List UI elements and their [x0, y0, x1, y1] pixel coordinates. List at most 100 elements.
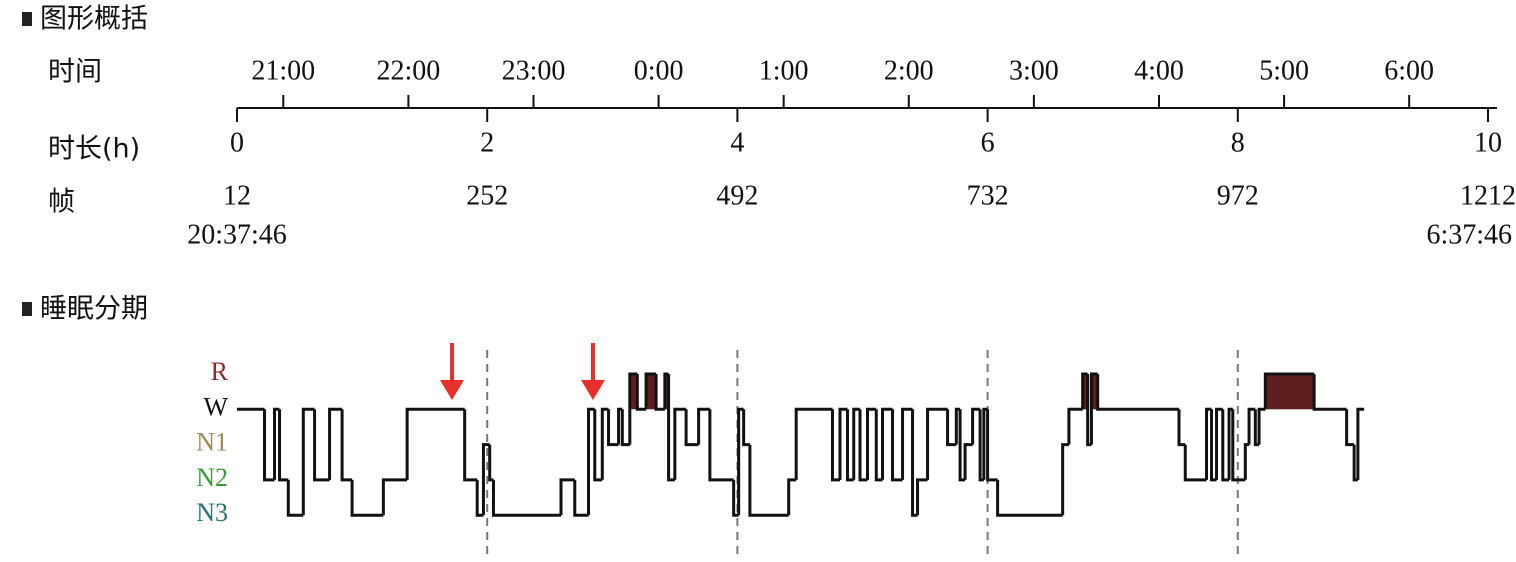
- duration-label: 0: [230, 127, 244, 158]
- end-time: 6:37:46: [1426, 219, 1512, 250]
- hypnogram-step: [475, 479, 484, 517]
- hypnogram-step: [667, 374, 675, 482]
- clock-label: 4:00: [1134, 55, 1184, 86]
- hypnogram-step: [1257, 407, 1266, 445]
- duration-label: 6: [981, 127, 995, 158]
- hypnogram-step: [963, 443, 973, 480]
- clock-label: 21:00: [251, 55, 315, 86]
- hypnogram-step: [1205, 407, 1212, 480]
- hypnogram-step: [635, 374, 647, 411]
- hypnogram-step: [1345, 409, 1355, 447]
- hypnogram-step: [1096, 374, 1179, 411]
- bullet: [22, 302, 32, 316]
- frame-label: 1212: [1460, 180, 1516, 211]
- hypnogram-step: [1067, 407, 1083, 445]
- hypnogram-step: [838, 407, 848, 480]
- hypnogram-step: [301, 407, 315, 516]
- arrow: [581, 343, 605, 400]
- hypnogram-step: [600, 407, 609, 480]
- hypnogram-step: [858, 409, 868, 482]
- rem-fill: [664, 374, 669, 410]
- hypnogram-step: [273, 407, 280, 480]
- hypnogram-step: [852, 407, 860, 480]
- hypnogram-step: [488, 444, 494, 482]
- hypnogram-step: [340, 409, 353, 482]
- hypnogram-step: [866, 407, 877, 480]
- hypnogram-step: [463, 409, 478, 482]
- hypnogram-step: [559, 478, 575, 516]
- rem-fill: [1082, 374, 1088, 410]
- hypnogram-step: [1210, 409, 1217, 482]
- rem-fill: [1265, 374, 1315, 410]
- frame-label: 12: [223, 180, 251, 211]
- frame-label: 252: [466, 180, 508, 211]
- stage-label: N2: [196, 463, 228, 492]
- duration-label: 10: [1474, 127, 1502, 158]
- frame-label: 492: [716, 180, 758, 211]
- hypnogram-step: [971, 407, 981, 445]
- hypnogram-step: [278, 409, 289, 482]
- hypnogram-step: [607, 409, 619, 447]
- hypnogram-step: [926, 407, 948, 480]
- hypnogram-step: [1089, 372, 1098, 445]
- hypnogram-step: [881, 407, 893, 480]
- hypnogram-step: [1312, 374, 1347, 411]
- hypnogram-step: [697, 407, 710, 445]
- hypnogram-step: [313, 409, 330, 482]
- hypnogram-step: [673, 407, 687, 480]
- rem-fill: [629, 374, 638, 410]
- hypnogram-step: [1177, 409, 1186, 447]
- duration-label: 4: [730, 127, 744, 158]
- hypnogram-step: [1243, 443, 1250, 480]
- hypnogram-step: [573, 479, 589, 517]
- hypnogram-step: [708, 409, 734, 482]
- clock-label: 0:00: [634, 55, 684, 86]
- clock-label: 3:00: [1009, 55, 1059, 86]
- hypnogram-step: [263, 409, 275, 482]
- clock-label: 6:00: [1384, 55, 1434, 86]
- hypnogram-step: [491, 479, 562, 517]
- hypnogram-step: [1263, 372, 1315, 410]
- clock-label: 1:00: [759, 55, 809, 86]
- rem-fill: [1091, 374, 1098, 410]
- hypnogram-step: [1061, 443, 1069, 516]
- hypnogram-step: [628, 372, 638, 445]
- duration-label: 2: [480, 127, 494, 158]
- clock-label: 22:00: [376, 55, 440, 86]
- hypnogram-step: [916, 478, 928, 516]
- hypnogram-step: [381, 478, 408, 516]
- hypnogram-step: [481, 443, 490, 516]
- stage-label: N1: [196, 428, 228, 457]
- hypnogram-step: [830, 409, 840, 482]
- rem-fill: [646, 374, 657, 410]
- hypnogram-step: [350, 479, 384, 517]
- hypnogram-step: [946, 409, 957, 447]
- stage-label: W: [203, 392, 228, 421]
- hypnogram-step: [748, 444, 789, 517]
- hypnogram-step: [593, 409, 603, 482]
- start-time: 20:37:46: [187, 219, 287, 250]
- hypnogram-step: [996, 479, 1063, 517]
- clock-label: 23:00: [502, 55, 566, 86]
- frame-label: 732: [967, 180, 1009, 211]
- hypnogram-step: [794, 407, 833, 480]
- duration-label: 8: [1231, 127, 1245, 158]
- section-title: 睡眠分期: [40, 294, 148, 325]
- row-label: 帧: [48, 187, 75, 218]
- hypnogram-step: [1215, 407, 1223, 480]
- hypnogram-step: [874, 409, 883, 482]
- hypnogram-step: [405, 407, 465, 480]
- stage-label: R: [211, 357, 229, 386]
- hypnogram-step: [986, 409, 998, 482]
- row-label: 时间: [48, 57, 102, 88]
- hypnogram-step: [1356, 407, 1365, 480]
- clock-label: 5:00: [1259, 55, 1309, 86]
- hypnogram-step: [620, 409, 630, 447]
- hypnogram-step: [684, 409, 699, 447]
- bullet: [22, 12, 32, 26]
- hypnogram-step: [737, 407, 744, 516]
- row-label: 时长(h): [48, 134, 140, 165]
- hypnogram-step: [845, 409, 854, 482]
- hypnogram-step: [1221, 409, 1230, 482]
